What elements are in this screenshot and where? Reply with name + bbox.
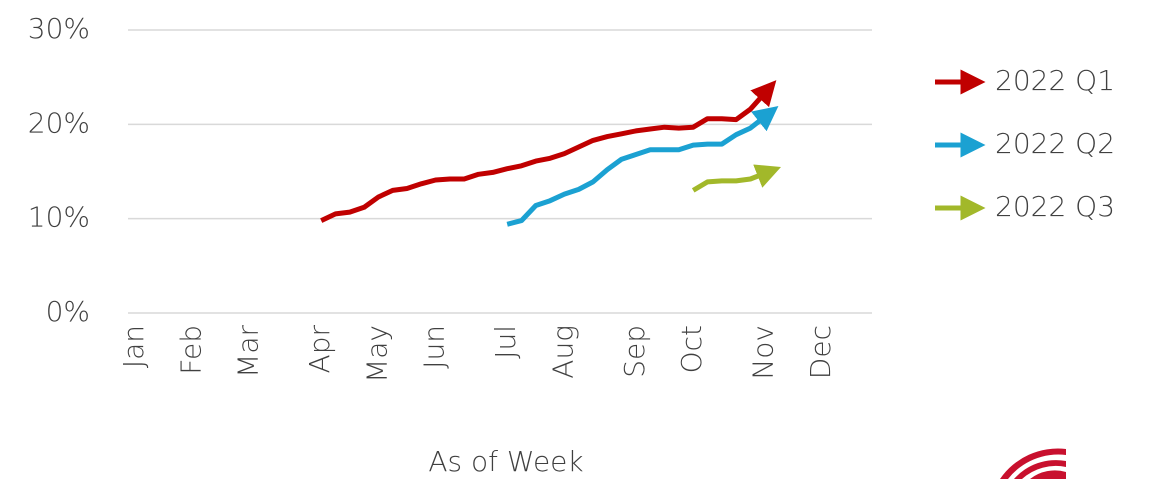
x-tick-label: Jan [117, 325, 150, 368]
x-tick-label: Dec [804, 325, 837, 379]
x-tick-label: Apr [303, 325, 336, 374]
y-tick-label: 30% [28, 12, 90, 45]
x-tick-label: Jun [418, 325, 451, 369]
y-tick-label: 0% [46, 295, 90, 328]
series-line [691, 164, 781, 193]
x-tick-label: Jul [489, 325, 522, 359]
x-tick-label: May [360, 325, 393, 383]
logo [1000, 448, 1066, 479]
x-tick-label: Mar [232, 325, 265, 378]
series-line [320, 80, 777, 223]
y-tick-label: 20% [28, 106, 90, 139]
x-tick-label: Feb [174, 325, 207, 375]
x-tick-label: Sep [618, 325, 651, 378]
x-axis-label: As of Week [428, 445, 583, 478]
legend-label: 2022 Q1 [995, 64, 1115, 97]
legend-label: 2022 Q2 [995, 127, 1115, 160]
x-tick-label: Oct [675, 325, 708, 373]
x-tick-label: Nov [747, 325, 780, 380]
legend-label: 2022 Q3 [995, 190, 1115, 223]
series-line [506, 105, 779, 227]
y-tick-label: 10% [28, 201, 90, 234]
x-tick-label: Aug [546, 325, 579, 379]
